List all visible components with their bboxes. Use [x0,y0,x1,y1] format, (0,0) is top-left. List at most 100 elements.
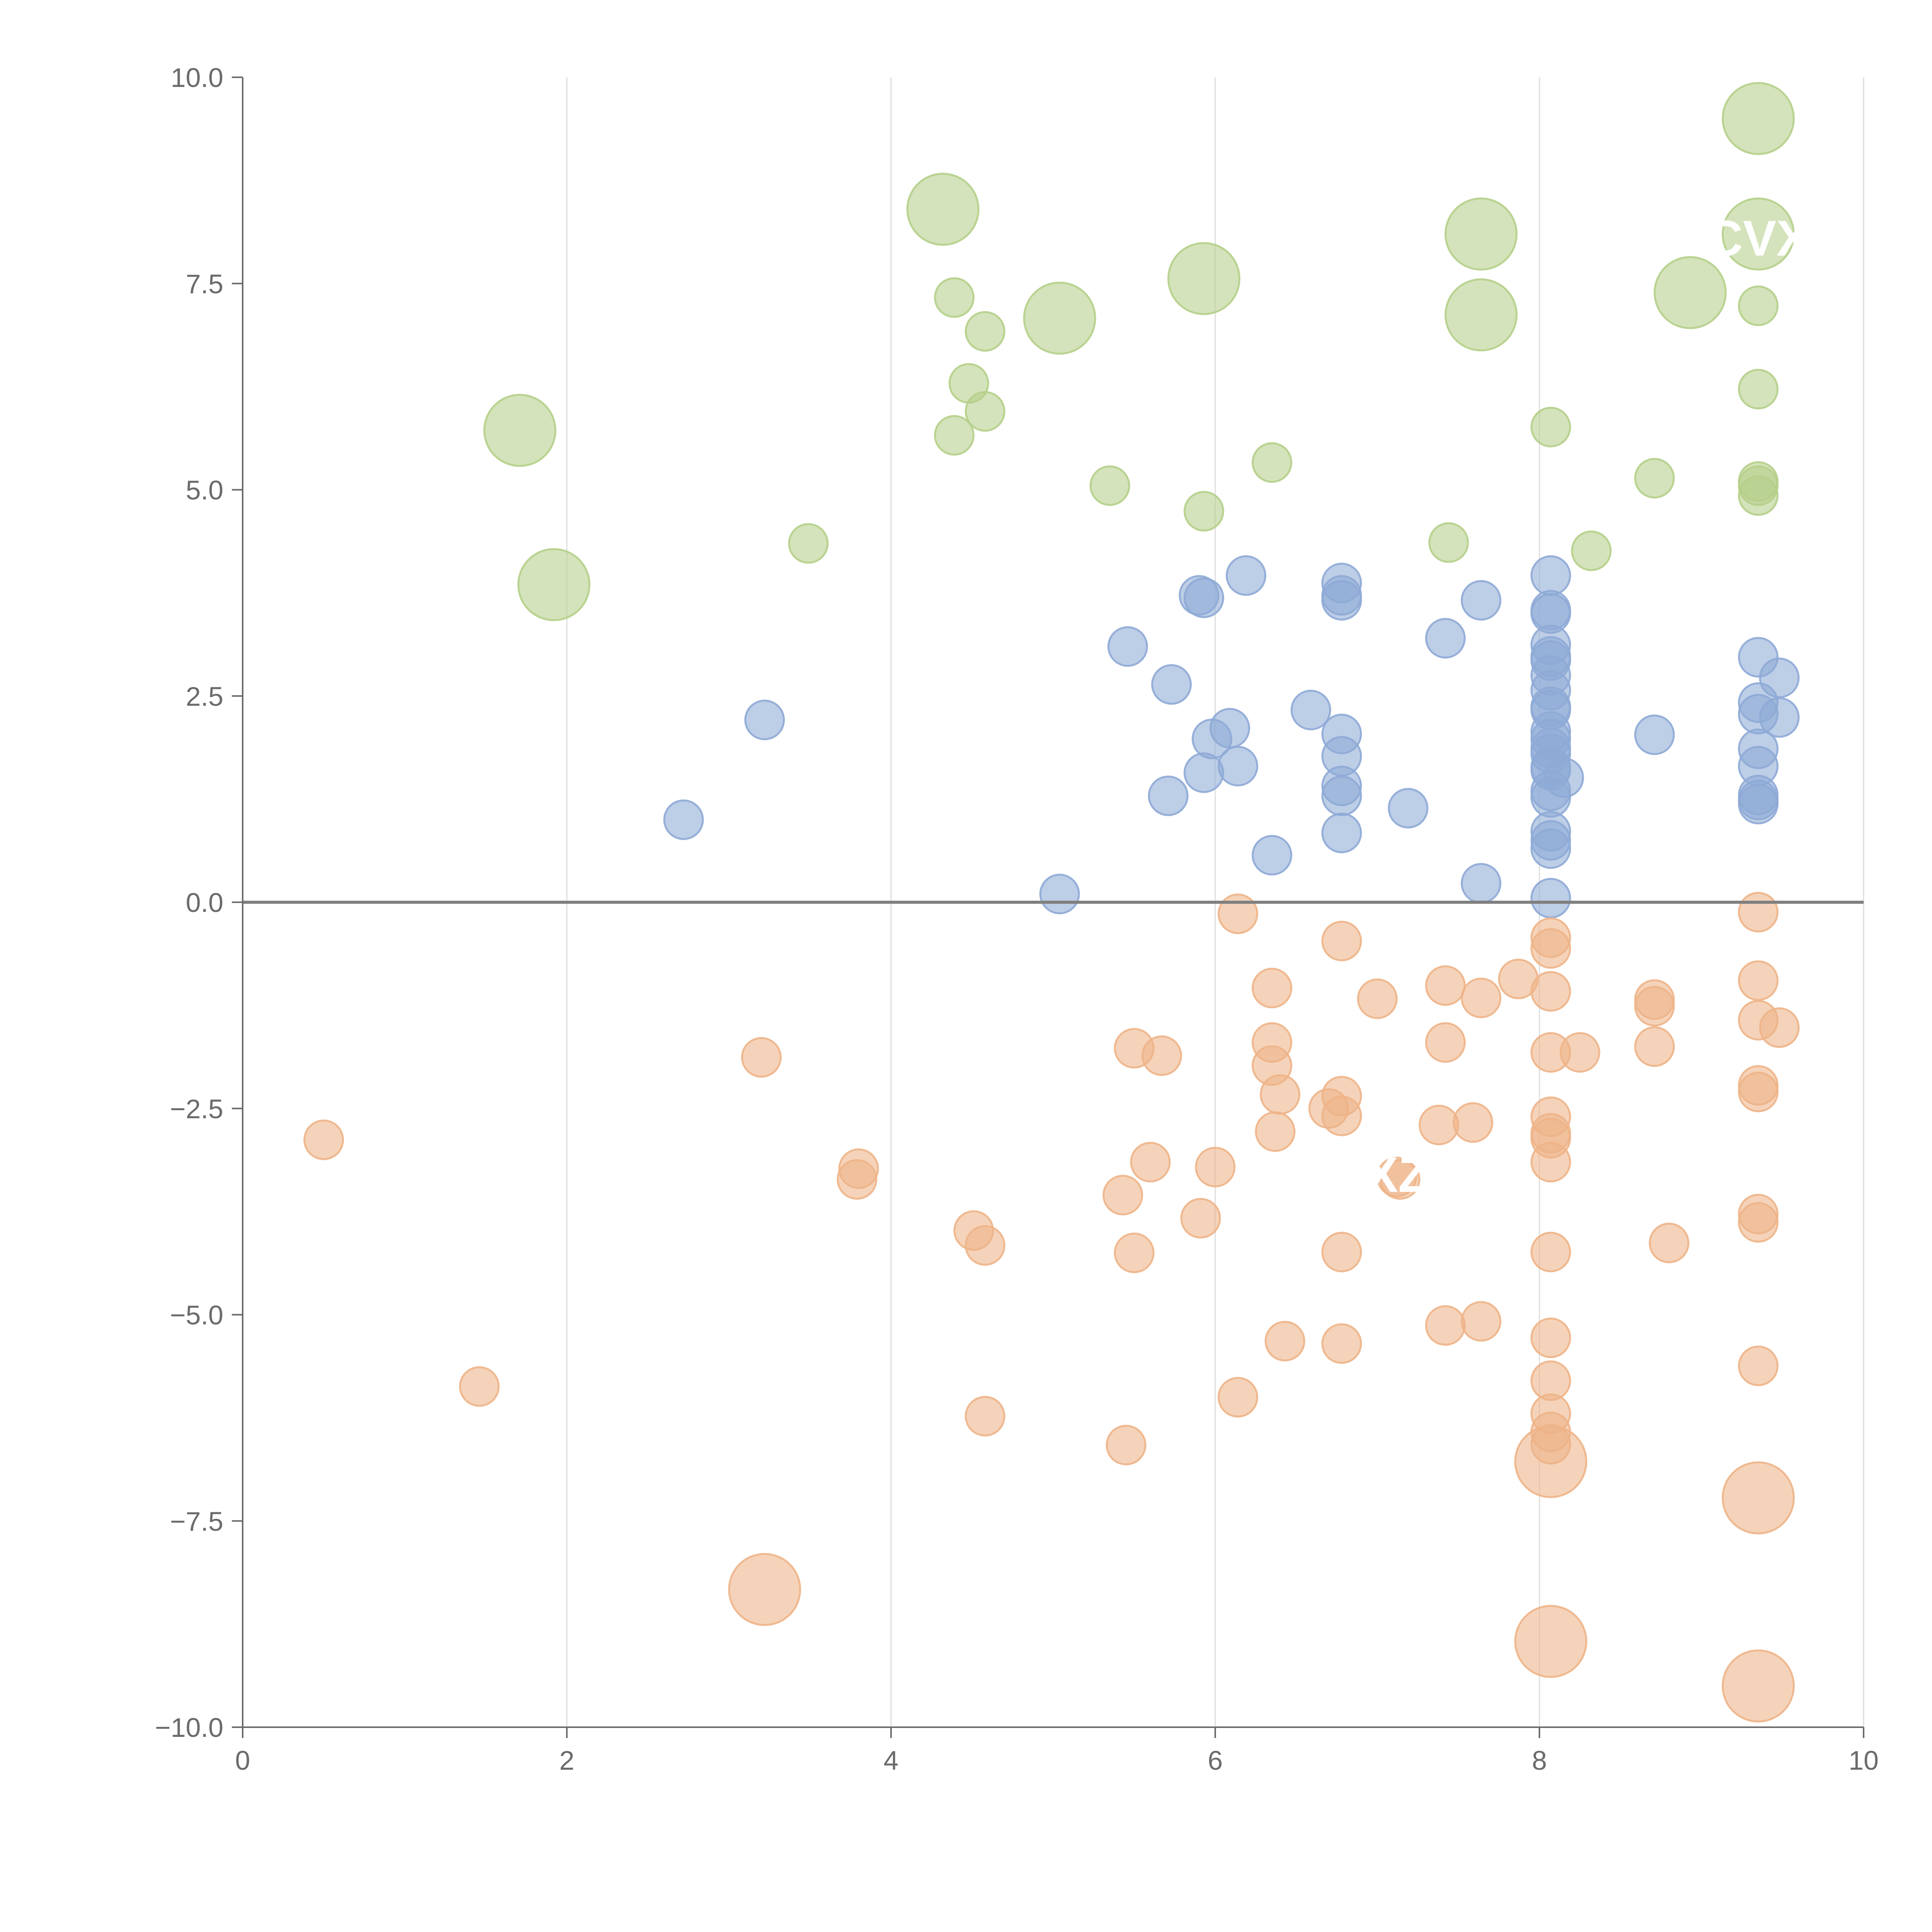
data-point-series-2-9 [1102,1175,1143,1216]
data-point-series-1-58 [1738,784,1779,825]
data-point-series-2-14 [1141,1035,1182,1076]
data-point-series-0-7 [934,415,975,456]
data-point-series-1-12 [1226,555,1267,596]
data-point-series-1-14 [1291,690,1332,731]
data-point-series-2-35 [1425,965,1466,1006]
data-point-series-2-64 [1738,960,1779,1001]
data-point-series-1-23 [1388,788,1429,829]
data-point-series-2-33 [1379,1159,1420,1200]
data-point-series-0-1 [517,548,590,621]
data-point-series-2-0 [303,1119,344,1160]
data-point-series-2-19 [1252,968,1293,1009]
x-tick-label-1: 2 [560,1745,575,1776]
data-point-series-2-72 [1721,1649,1795,1723]
data-point-series-2-18 [1218,1377,1259,1418]
data-point-series-2-5 [837,1159,878,1200]
data-point-series-2-61 [1634,1026,1675,1067]
data-point-series-2-36 [1425,1022,1466,1063]
data-point-series-0-10 [1089,465,1130,506]
axes [232,77,1864,1738]
data-point-series-0-13 [1252,442,1293,483]
y-tick-label-1: 7.5 [186,269,223,299]
data-point-series-1-3 [1107,626,1148,667]
data-point-series-2-71 [1721,1461,1795,1534]
data-point-series-2-70 [1738,1345,1779,1386]
data-point-series-0-22 [1721,197,1795,271]
data-point-series-2-57 [1514,1605,1587,1678]
data-point-series-2-60 [1634,986,1675,1027]
data-point-series-1-8 [1184,752,1225,793]
data-point-series-0-4 [934,277,975,318]
data-point-series-2-44 [1530,971,1571,1012]
data-point-series-1-22 [1321,813,1362,854]
data-point-series-1-25 [1461,580,1502,621]
data-point-series-2-26 [1321,920,1362,961]
data-point-series-2-56 [1514,1425,1587,1498]
data-point-series-0-27 [1738,475,1779,516]
data-point-series-0-16 [1444,278,1518,352]
data-point-series-0-9 [1023,281,1096,355]
data-point-series-2-31 [1357,978,1398,1019]
x-tick-label-2: 4 [884,1745,899,1776]
y-tick-label-5: −2.5 [170,1094,223,1124]
data-point-series-2-17 [1218,893,1259,934]
y-tick-label-7: −7.5 [170,1506,223,1536]
data-point-series-0-23 [1738,285,1779,326]
y-tick-label-3: 2.5 [186,681,223,711]
data-point-series-1-13 [1252,835,1293,876]
data-point-series-1-27 [1530,555,1571,596]
data-point-series-0-21 [1721,82,1795,155]
data-points [303,82,1800,1723]
data-point-series-2-2 [741,1037,782,1078]
data-point-series-2-29 [1321,1231,1362,1272]
data-point-series-0-12 [1184,491,1225,532]
data-point-series-2-67 [1738,1071,1779,1112]
data-point-series-0-14 [1428,522,1469,563]
y-tick-label-8: −10.0 [155,1713,223,1743]
tick-labels: 0 2 4 6 8 10 10.0 7.5 5.0 2.5 0.0 −2.5 −5.0 −7.5 −10.0 [155,63,1879,1776]
data-point-series-0-2 [788,523,829,564]
data-point-series-2-1 [459,1366,500,1407]
data-point-series-2-30 [1321,1323,1362,1364]
data-point-series-1-2 [1039,874,1080,915]
data-point-series-1-0 [663,799,704,840]
data-point-series-2-58 [1560,1032,1600,1073]
data-point-series-2-8 [964,1396,1005,1437]
data-point-series-1-59 [1759,657,1800,698]
data-point-series-2-24 [1264,1321,1305,1362]
data-point-series-2-13 [1130,1142,1171,1183]
data-point-series-2-43 [1530,928,1571,969]
x-tick-label-0: 0 [235,1745,250,1776]
data-point-series-2-34 [1418,1104,1459,1145]
data-point-series-1-11 [1218,746,1259,787]
data-point-series-0-8 [964,391,1005,432]
x-tick-label-3: 6 [1208,1745,1223,1776]
annotation-label-1: XZ [1365,1146,1429,1203]
data-point-series-2-69 [1738,1202,1779,1243]
data-point-series-2-40 [1461,1301,1502,1342]
data-point-series-2-22 [1255,1111,1296,1152]
data-point-series-1-4 [1151,664,1192,705]
data-point-series-2-16 [1195,1146,1236,1187]
y-tick-label-0: 10.0 [171,63,223,93]
data-point-series-1-47 [1530,828,1571,869]
data-point-series-1-17 [1321,580,1362,621]
data-point-series-2-3 [728,1553,801,1626]
data-point-series-1-24 [1425,618,1466,659]
data-point-series-0-17 [1530,406,1571,447]
data-point-series-0-24 [1738,369,1779,410]
data-point-series-1-60 [1759,697,1800,738]
data-point-series-0-19 [1634,458,1675,499]
data-point-series-1-10 [1209,708,1250,749]
data-point-series-2-63 [1738,892,1779,933]
data-point-series-1-5 [1148,776,1189,816]
data-point-series-0-18 [1571,530,1612,571]
data-point-series-2-49 [1530,1142,1571,1183]
data-point-series-2-39 [1461,978,1502,1019]
data-point-series-2-23 [1260,1074,1301,1115]
data-point-series-1-21 [1321,776,1362,816]
data-point-series-2-51 [1530,1317,1571,1358]
data-point-series-2-28 [1321,1095,1362,1136]
data-point-series-0-0 [483,394,556,467]
